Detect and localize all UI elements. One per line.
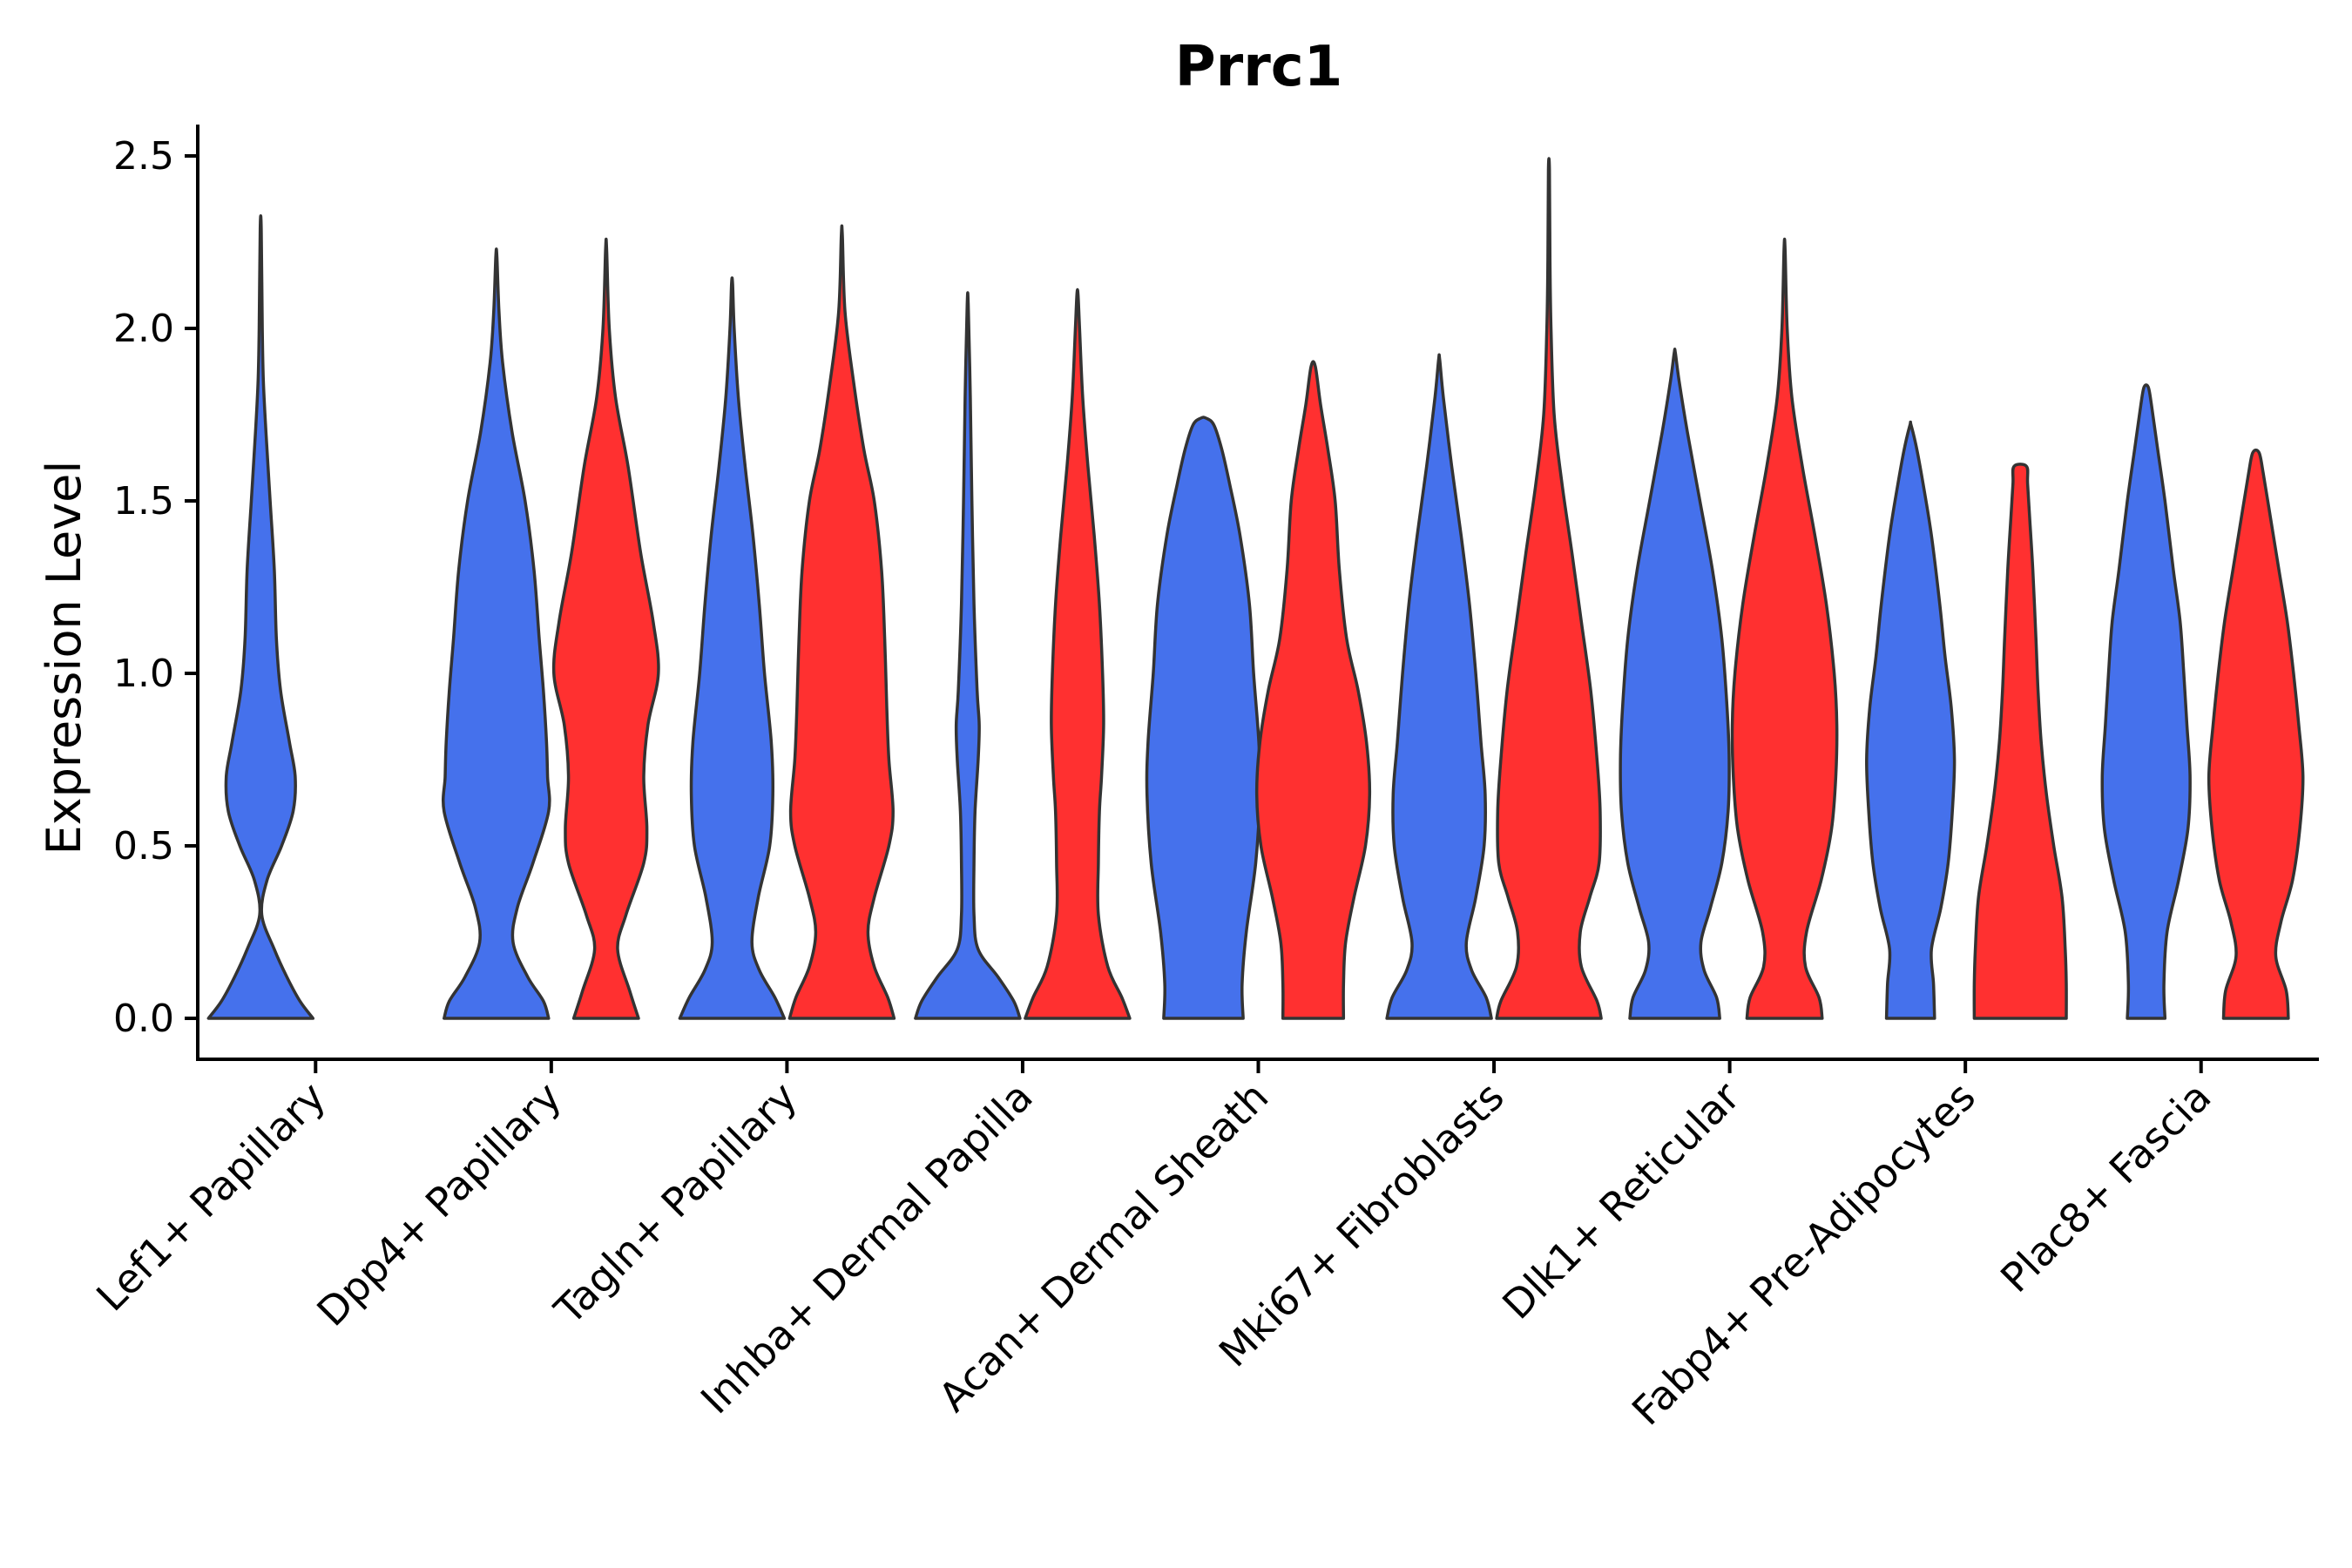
- chart-title: Prrc1: [1175, 35, 1343, 99]
- violin-dpp4-papillary-blue: [442, 247, 551, 1020]
- y-tick-label: 2.0: [113, 307, 174, 351]
- violin-layer: [206, 157, 2305, 1020]
- violin-tagln-papillary-blue: [678, 276, 787, 1020]
- x-tick-label-dlk1-reticular: Dlk1+ Reticular: [1493, 1073, 1748, 1328]
- violin-dlk1-reticular-blue: [1619, 347, 1731, 1020]
- violin-lef1-papillary-blue: [206, 214, 315, 1020]
- violin-acan-dermal-sheath-blue: [1145, 416, 1262, 1020]
- violin-fabp4-pre-adipocytes-red: [1972, 463, 2068, 1020]
- y-tick-label: 2.5: [113, 134, 174, 179]
- y-ticks: 0.0 0.5 1.0 1.5 2.0 2.5: [113, 134, 198, 1041]
- violin-dpp4-papillary-red: [551, 237, 660, 1020]
- violin-plac8-fascia-red: [2207, 448, 2305, 1020]
- x-tick-label-tagln-papillary: Tagln+ Papillary: [545, 1073, 807, 1335]
- x-tick-label-lef1-papillary: Lef1+ Papillary: [87, 1073, 335, 1321]
- violin-plac8-fascia-blue: [2100, 383, 2192, 1020]
- y-axis-label: Expression Level: [37, 461, 91, 855]
- y-tick-label: 0.5: [113, 824, 174, 868]
- y-tick-label: 1.0: [113, 652, 174, 696]
- violin-inhba-dermal-papilla-red: [1024, 287, 1132, 1020]
- x-tick-label-plac8-fascia: Plac8+ Fascia: [1991, 1073, 2220, 1301]
- violin-acan-dermal-sheath-red: [1254, 360, 1372, 1020]
- violin-dlk1-reticular-red: [1730, 237, 1839, 1020]
- y-tick-label: 1.5: [113, 479, 174, 524]
- violin-mki67-fibroblasts-red: [1495, 157, 1603, 1020]
- y-tick-label: 0.0: [113, 997, 174, 1041]
- violin-fabp4-pre-adipocytes-blue: [1865, 420, 1957, 1020]
- violin-tagln-papillary-red: [787, 224, 896, 1020]
- violin-inhba-dermal-papilla-blue: [914, 291, 1022, 1020]
- violin-mki67-fibroblasts-blue: [1385, 353, 1493, 1020]
- x-tick-label-dpp4-papillary: Dpp4+ Papillary: [308, 1073, 570, 1335]
